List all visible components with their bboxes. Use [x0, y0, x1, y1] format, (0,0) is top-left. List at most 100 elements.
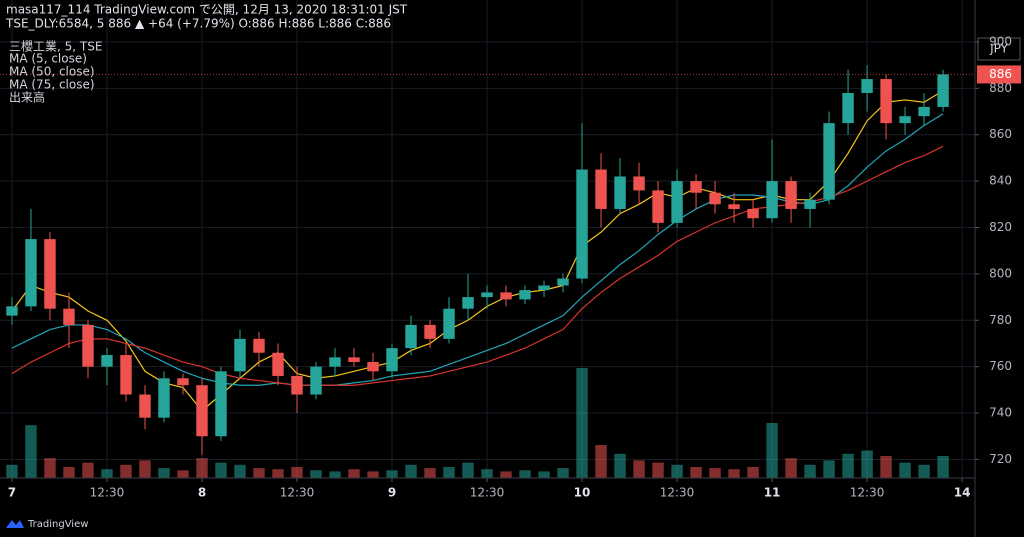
candle-body [576, 169, 588, 279]
header-line-2: TSE_DLY:6584, 5 886 ▲ +64 (+7.79%) O:886… [5, 17, 391, 31]
x-tick-label: 12:30 [470, 486, 505, 500]
candle-body [804, 199, 816, 209]
y-tick-label: 720 [989, 452, 1012, 466]
candle-body [158, 378, 170, 418]
candle-body [557, 278, 569, 286]
volume-bar [823, 460, 835, 478]
volume-bar [709, 468, 721, 478]
volume-bar [766, 423, 778, 478]
volume-bar [63, 467, 75, 478]
candle-body [519, 290, 531, 300]
logo: TradingView [6, 519, 88, 530]
candle-body [633, 176, 645, 191]
volume-bar [405, 464, 417, 478]
candle-body [766, 181, 778, 219]
candle-body [234, 338, 246, 372]
volume-bar [671, 464, 683, 478]
volume-bar [519, 470, 531, 478]
candle-body [823, 123, 835, 200]
volume-bar [804, 464, 816, 478]
volume-bar [633, 460, 645, 478]
volume-bar [348, 469, 360, 478]
candle-body [709, 192, 721, 205]
candle-body [82, 324, 94, 367]
volume-bar [557, 468, 569, 478]
candle-body [25, 239, 37, 307]
x-tick-label: 12:30 [280, 486, 315, 500]
volume-bar [6, 464, 18, 478]
currency: JPY [989, 42, 1009, 56]
y-tick-label: 900 [989, 34, 1012, 48]
candle-body [44, 239, 56, 309]
candle-body [785, 181, 797, 209]
volume-bar [424, 468, 436, 478]
y-tick-label: 740 [989, 406, 1012, 420]
candle-body [139, 394, 151, 418]
candle-body [215, 371, 227, 437]
x-tick-label: 12:30 [850, 486, 885, 500]
y-tick-label: 860 [989, 127, 1012, 141]
candle-body [842, 92, 854, 124]
brand: TradingView [27, 519, 88, 530]
volume-bar [785, 458, 797, 478]
x-tick-label: 12:30 [660, 486, 695, 500]
x-tick-label: 14 [954, 486, 971, 500]
candle-body [63, 308, 75, 325]
candle-body [6, 306, 18, 316]
candle-body [424, 324, 436, 339]
y-tick-label: 760 [989, 359, 1012, 373]
y-tick-label: 840 [989, 174, 1012, 188]
candle-body [348, 357, 360, 363]
candle-body [595, 169, 607, 209]
volume-layer [6, 368, 949, 478]
volume-bar [538, 471, 550, 478]
x-tick-label: 11 [764, 486, 781, 500]
volume-bar [899, 462, 911, 478]
x-tick-label: 9 [388, 486, 396, 500]
candle-layer [6, 65, 949, 455]
volume-bar [329, 471, 341, 478]
volume-bar [861, 450, 873, 478]
candle-body [196, 385, 208, 437]
y-tick-label: 780 [989, 313, 1012, 327]
last-price-label: 886 [989, 67, 1012, 81]
legend-entry: MA (75, close) [9, 78, 95, 92]
volume-bar [82, 462, 94, 478]
ma-line [11, 90, 944, 412]
candle-body [101, 355, 113, 367]
volume-bar [576, 368, 588, 478]
legend-entry: MA (50, close) [9, 65, 95, 79]
candle-body [747, 208, 759, 219]
candle-body [367, 362, 379, 372]
volume-bar [253, 468, 265, 478]
volume-bar [177, 470, 189, 478]
candle-body [405, 324, 417, 349]
volume-bar [158, 468, 170, 478]
volume-bar [25, 425, 37, 478]
candle-body [614, 176, 626, 209]
candle-body [386, 348, 398, 372]
volume-bar [120, 464, 132, 478]
volume-bar [291, 467, 303, 478]
volume-bar [462, 462, 474, 478]
candle-body [272, 352, 284, 376]
volume-bar [386, 470, 398, 478]
y-tick-label: 880 [989, 81, 1012, 95]
volume-bar [234, 464, 246, 478]
candle-body [538, 285, 550, 291]
candle-body [652, 190, 664, 223]
volume-bar [918, 464, 930, 478]
candle-body [291, 375, 303, 395]
ma-line [11, 145, 944, 386]
y-tick-label: 800 [989, 266, 1012, 280]
volume-bar [728, 469, 740, 478]
x-tick-label: 7 [8, 486, 16, 500]
volume-bar [842, 453, 854, 478]
x-tick-label: 8 [198, 486, 206, 500]
candle-body [310, 366, 322, 395]
candle-body [880, 79, 892, 124]
candle-body [500, 292, 512, 300]
candle-body [899, 116, 911, 124]
x-tick-label: 10 [574, 486, 591, 500]
